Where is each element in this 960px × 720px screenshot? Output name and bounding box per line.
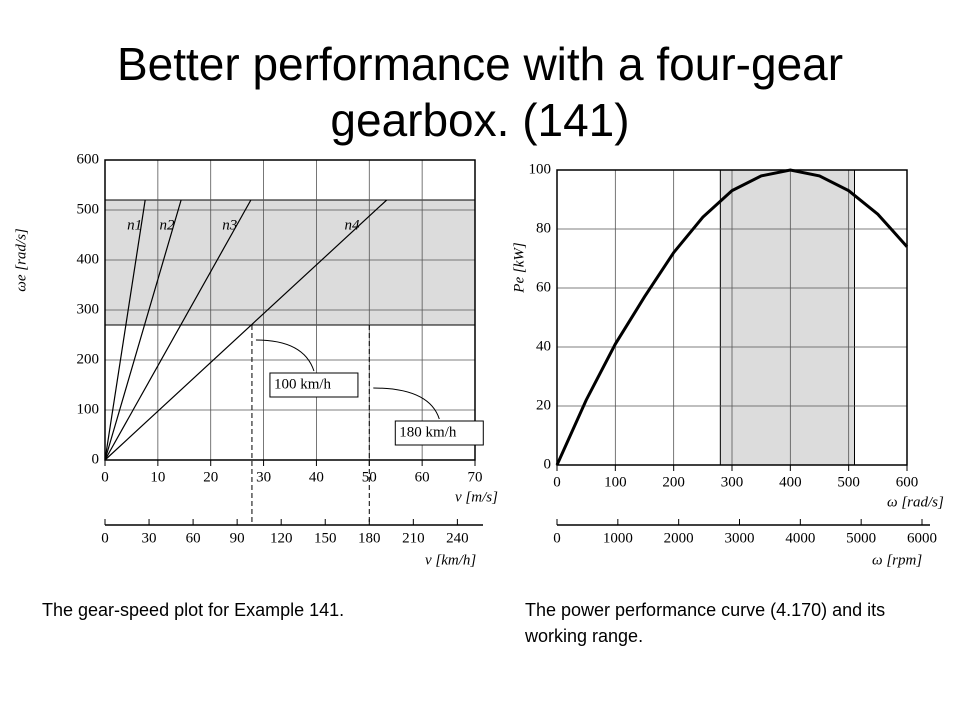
y-tick-label: 0 [92, 451, 100, 467]
annotation: 100 km/h [274, 376, 332, 392]
working-band [719, 169, 855, 466]
plot-frame [556, 169, 908, 466]
x2-tick-label: 90 [230, 530, 245, 546]
series-label: n4 [345, 217, 361, 233]
x2-tick-label: 120 [270, 530, 293, 546]
x2-tick-label: 210 [402, 530, 425, 546]
x-tick-label: 20 [203, 469, 218, 485]
y-tick-label: 600 [77, 151, 100, 167]
power-curve [555, 168, 909, 466]
series-label: n3 [222, 217, 237, 233]
y-tick-label: 500 [77, 201, 100, 217]
x-tick-label: 10 [150, 469, 165, 485]
y-tick-label: 300 [77, 301, 100, 317]
x2-tick-label: 3000 [725, 530, 755, 546]
gear-line [104, 199, 182, 461]
y-tick-label: 0 [544, 456, 552, 472]
y-tick-label: 100 [529, 161, 552, 177]
x-tick-label: 200 [662, 474, 685, 490]
x-tick-label: 0 [553, 474, 561, 490]
y-tick-label: 20 [536, 397, 551, 413]
x-tick-label: 600 [896, 474, 919, 490]
slide-title: Better performance with a four-gear gear… [116, 38, 844, 146]
x2-tick-label: 240 [446, 530, 469, 546]
y-tick-label: 200 [77, 351, 100, 367]
x-axis-label: v [m/s] [455, 489, 498, 505]
x2-tick-label: 180 [358, 530, 381, 546]
gear-line [104, 199, 252, 461]
x-tick-label: 300 [721, 474, 744, 490]
annotation-arrow [373, 387, 440, 420]
x2-tick-label: 150 [314, 530, 337, 546]
working-band [104, 199, 476, 326]
x2-tick-label: 60 [186, 530, 201, 546]
gear-line [104, 199, 146, 461]
x2-tick-label: 0 [553, 530, 561, 546]
y-tick-label: 40 [536, 338, 551, 354]
x-tick-label: 30 [256, 469, 271, 485]
series-label: n1 [127, 217, 142, 233]
caption: The power performance curve (4.170) and … [525, 600, 886, 646]
x-tick-label: 40 [309, 469, 324, 485]
caption: The gear-speed plot for Example 141. [42, 600, 345, 620]
x-axis-label: ω [rad/s] [887, 494, 944, 510]
x2-tick-label: 5000 [846, 530, 876, 546]
x2-tick-label: 6000 [907, 530, 937, 546]
gear-line [104, 199, 388, 461]
y-axis-label: Pe [kW] [511, 242, 527, 294]
x2-axis-label: v [km/h] [425, 552, 476, 568]
annotation-box [394, 420, 484, 446]
x2-tick-label: 30 [142, 530, 157, 546]
x-tick-label: 100 [604, 474, 627, 490]
x2-axis-label: ω [rpm] [872, 552, 922, 568]
y-tick-label: 100 [77, 401, 100, 417]
y-axis-label: ωe [rad/s] [13, 228, 29, 292]
x-tick-label: 0 [101, 469, 109, 485]
x2-tick-label: 0 [101, 530, 109, 546]
x-tick-label: 500 [837, 474, 860, 490]
x2-tick-label: 2000 [664, 530, 694, 546]
y-tick-label: 80 [536, 220, 551, 236]
x-tick-label: 70 [468, 469, 483, 485]
x2-tick-label: 4000 [785, 530, 815, 546]
series-label: n2 [160, 217, 176, 233]
x-tick-label: 60 [415, 469, 430, 485]
x2-tick-label: 1000 [603, 530, 633, 546]
annotation-arrow [255, 339, 315, 372]
x-tick-label: 400 [779, 474, 802, 490]
annotation: 180 km/h [399, 424, 457, 440]
y-tick-label: 400 [77, 251, 100, 267]
annotation-box [269, 372, 359, 398]
plot-frame [104, 159, 476, 461]
y-tick-label: 60 [536, 279, 551, 295]
